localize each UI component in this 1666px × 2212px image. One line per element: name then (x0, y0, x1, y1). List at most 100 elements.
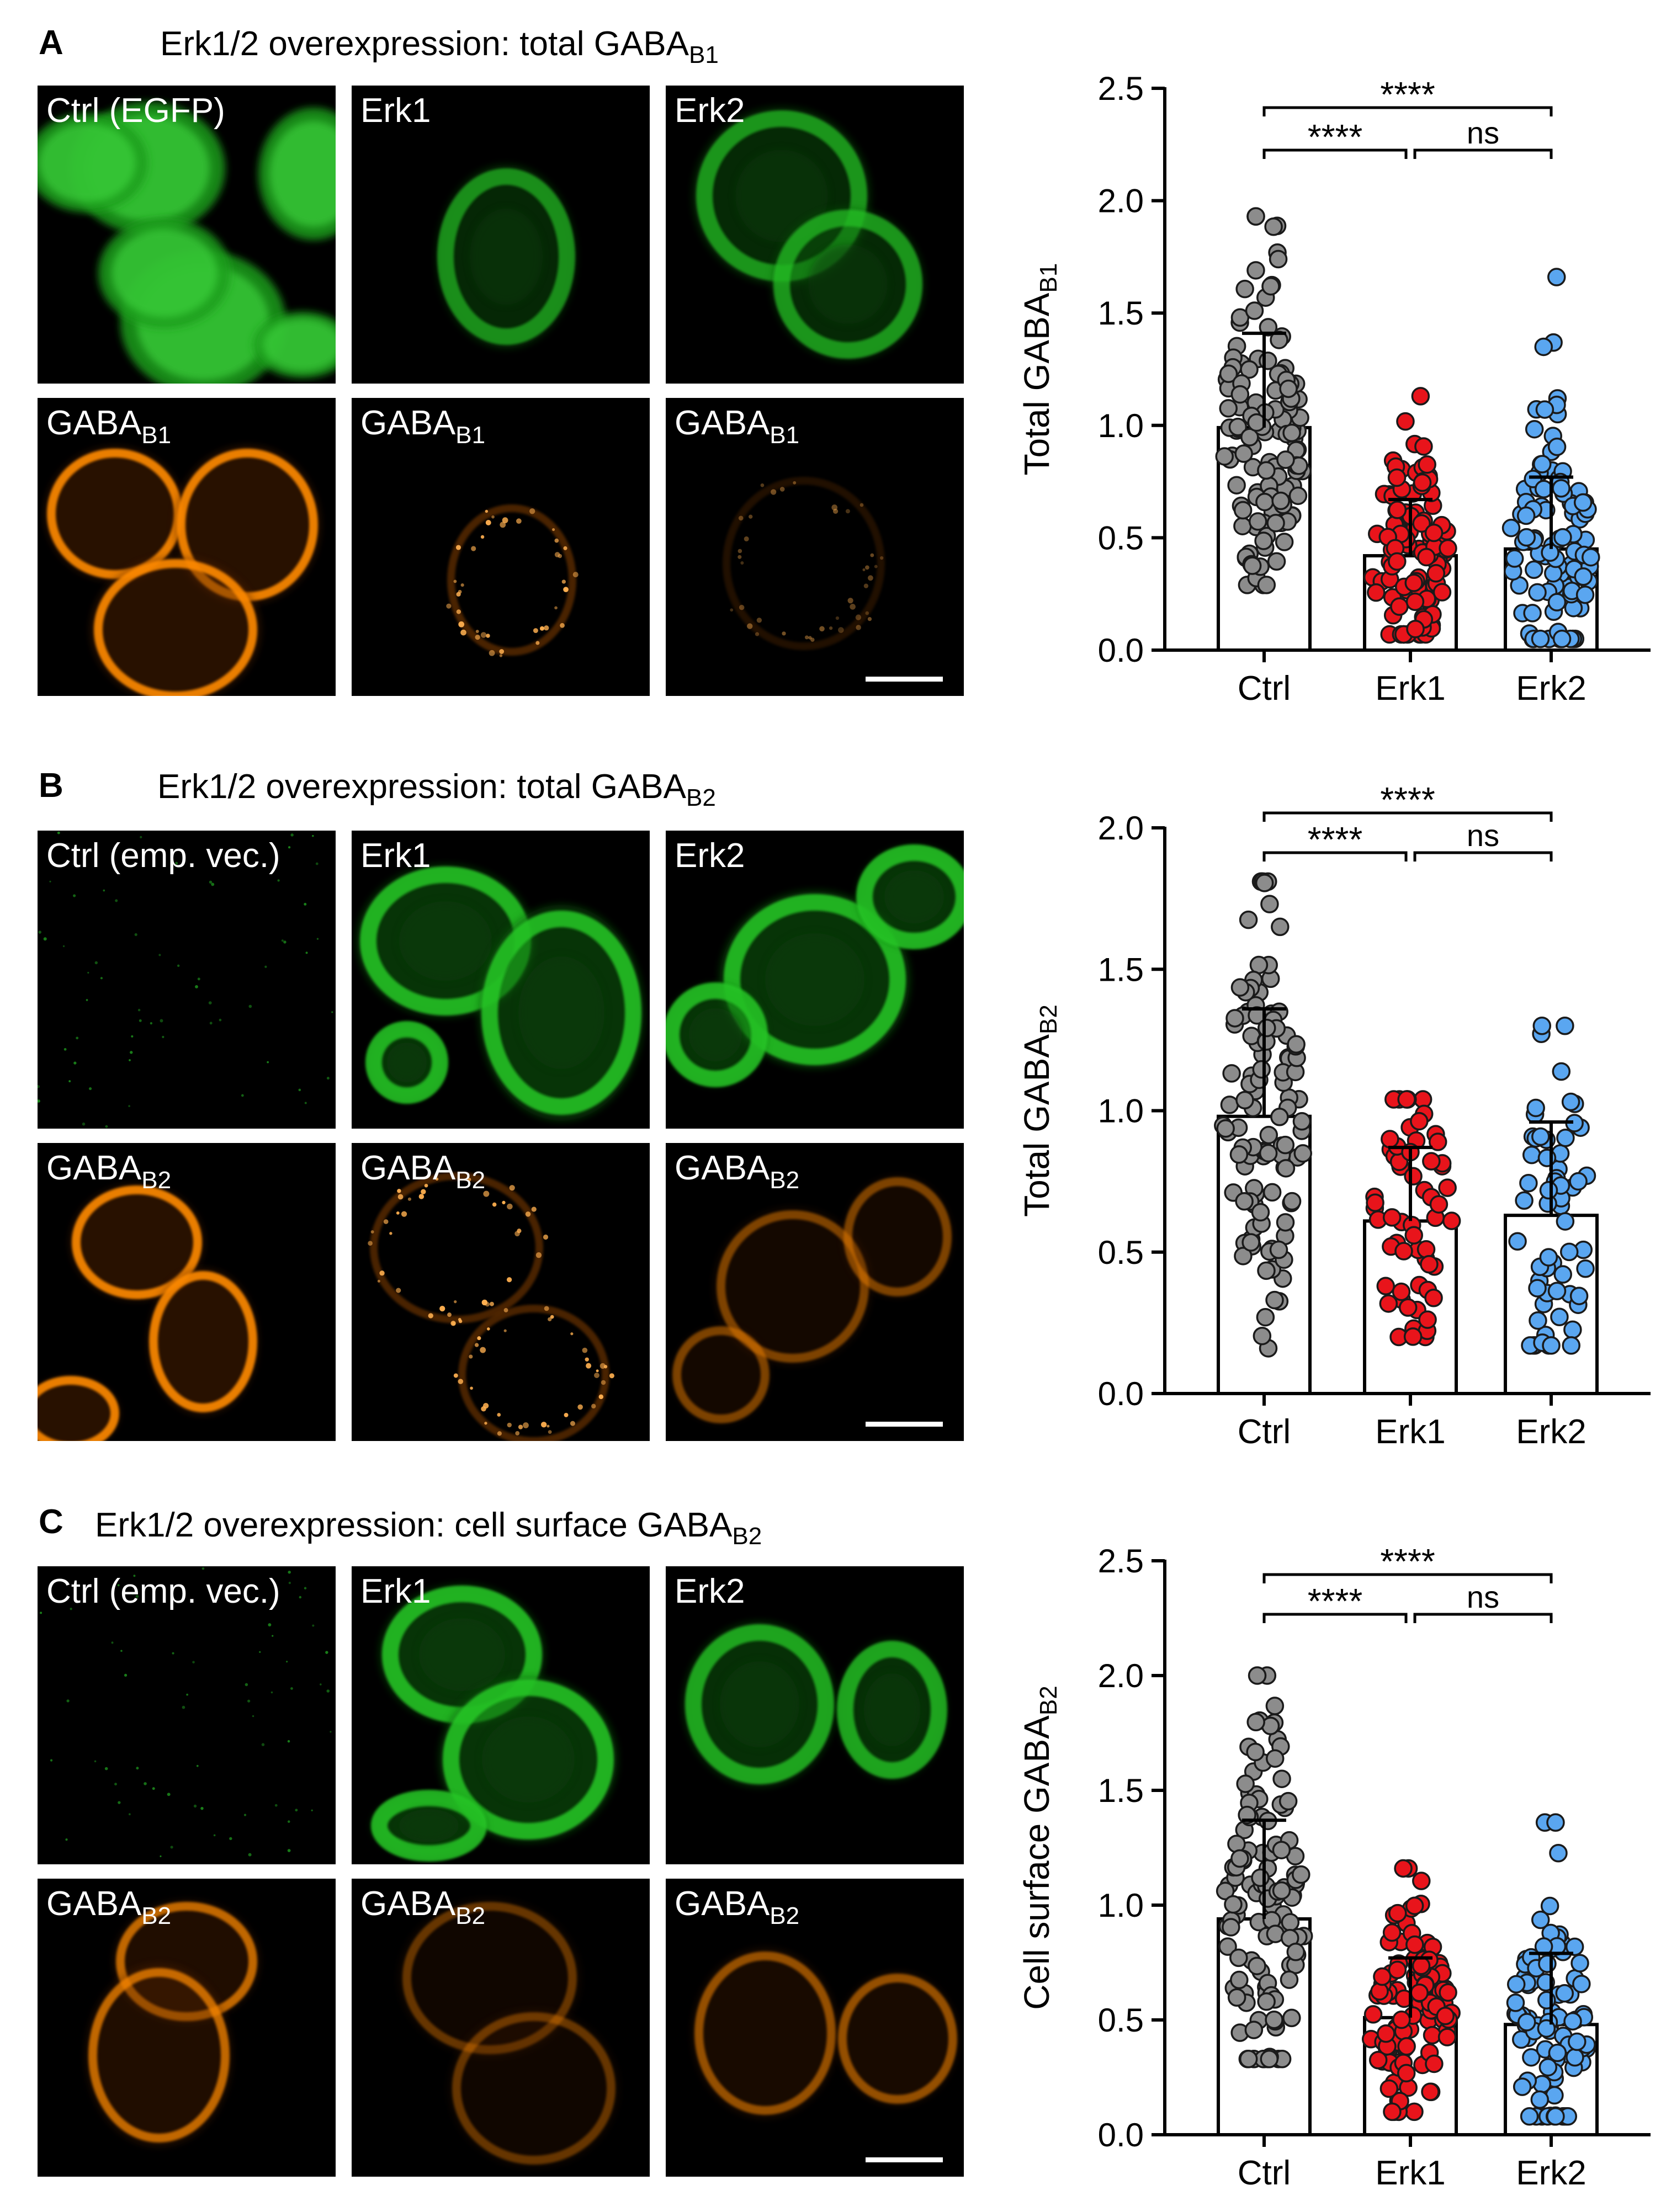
image-label: Ctrl (emp. vec.) (46, 836, 280, 875)
data-point (1568, 2032, 1587, 2051)
data-point (1531, 629, 1550, 648)
data-point (1556, 1212, 1575, 1231)
data-point (1519, 1174, 1538, 1193)
data-point (1271, 491, 1290, 511)
data-point (1436, 2007, 1455, 2025)
image-label: GABAB1 (675, 403, 799, 449)
data-point (1515, 1191, 1534, 1210)
data-point (1563, 1320, 1582, 1339)
data-point (1259, 1144, 1278, 1163)
significance-label: ns (1467, 818, 1499, 853)
data-point (1281, 1913, 1300, 1932)
data-point (1373, 1967, 1392, 1986)
data-point (1219, 364, 1238, 383)
image-c-erk2-green: Erk2 (666, 1566, 964, 1864)
data-point (1426, 564, 1446, 583)
significance-bracket (1262, 1613, 1408, 1623)
y-tick-label: 1.5 (1098, 295, 1144, 332)
data-point (1222, 1918, 1240, 1937)
data-point (1576, 1259, 1595, 1278)
data-point (1428, 1132, 1447, 1151)
y-tick-label: 2.5 (1098, 1543, 1144, 1580)
image-label: Erk1 (360, 836, 431, 875)
significance-label: **** (1308, 820, 1363, 859)
panel-letter-c: C (39, 1503, 63, 1541)
y-tick-label: 2.5 (1098, 70, 1144, 107)
data-point (1566, 2048, 1584, 2067)
image-label-text: Erk2 (675, 1572, 745, 1610)
data-point (1506, 1975, 1526, 1994)
data-point (1292, 1865, 1310, 1884)
micrograph (38, 1143, 336, 1441)
image-a-erk1-orange: GABAB1 (352, 398, 650, 696)
image-label: GABAB2 (360, 1884, 485, 1930)
micrograph (352, 1879, 650, 2177)
data-point (1555, 1984, 1574, 2003)
data-point (1220, 1096, 1239, 1114)
image-c-erk1-orange: GABAB2 (352, 1879, 650, 2177)
data-point (1529, 1311, 1547, 1330)
image-label: Erk1 (360, 1572, 431, 1611)
data-point (1216, 1119, 1235, 1138)
significance-bracket (1262, 148, 1408, 159)
data-point (1248, 1956, 1266, 1975)
data-point (1569, 1172, 1588, 1191)
image-c-ctrl-orange: GABAB2 (38, 1879, 336, 2177)
data-point (1241, 1233, 1260, 1252)
panel-title-c-sub: B2 (732, 1523, 762, 1550)
x-tick-label: Ctrl (1238, 1413, 1291, 1451)
data-point (1538, 1954, 1557, 1974)
data-point (1218, 1937, 1237, 1956)
data-point (1534, 337, 1553, 357)
image-b-erk2-orange: GABAB2 (666, 1143, 964, 1441)
data-point (1262, 1183, 1282, 1202)
data-point (1235, 1192, 1254, 1211)
panel-title-c: Erk1/2 overexpression: cell surface GABA… (95, 1506, 762, 1550)
data-point (1410, 1112, 1429, 1131)
y-axis-label: Cell surface GABAB2 (1017, 1685, 1062, 2009)
data-point (1405, 1935, 1424, 1954)
data-point (1526, 1098, 1545, 1118)
image-label-text: Erk1 (360, 837, 431, 875)
data-point (1224, 1895, 1243, 1914)
significance-bracket (1262, 851, 1408, 862)
data-point (1257, 1992, 1276, 2011)
panel-title-b: Erk1/2 overexpression: total GABAB2 (157, 767, 716, 812)
micrograph (38, 1879, 336, 2177)
data-point (1513, 2077, 1532, 2096)
data-point (1516, 506, 1536, 525)
y-tick-label: 2.0 (1098, 183, 1144, 220)
image-label: GABAB1 (360, 403, 485, 449)
data-point (1405, 1896, 1424, 1916)
significance-label: ns (1467, 115, 1499, 150)
data-point (1248, 512, 1267, 531)
image-label: GABAB2 (675, 1884, 799, 1930)
micrograph (352, 86, 650, 384)
data-point (1388, 1903, 1407, 1923)
data-point (1269, 1240, 1288, 1259)
data-point (1246, 1742, 1265, 1762)
data-point (1257, 1261, 1276, 1280)
data-point (1517, 528, 1536, 547)
data-point (1397, 1090, 1416, 1109)
data-point (1539, 1248, 1558, 1267)
data-point (1531, 1127, 1550, 1146)
data-point (1264, 217, 1283, 236)
image-a-erk2-green: Erk2 (666, 86, 964, 384)
image-label: GABAB2 (46, 1884, 171, 1930)
scale-bar (866, 1422, 943, 1427)
data-point (1248, 1666, 1267, 1685)
image-b-erk2-green: Erk2 (666, 831, 964, 1129)
data-point (1418, 1310, 1437, 1329)
panel-title-b-text: Erk1/2 overexpression: total GABA (157, 768, 687, 806)
image-b-erk1-orange: GABAB2 (352, 1143, 650, 1441)
data-point (1383, 2102, 1402, 2121)
data-point (1276, 1135, 1295, 1155)
data-point (1417, 547, 1436, 567)
data-point (1367, 583, 1386, 602)
image-label-text: Erk1 (360, 1572, 431, 1610)
data-point (1257, 576, 1276, 594)
micrograph (666, 398, 964, 696)
significance-bracket (1413, 1613, 1553, 1623)
data-point (1420, 1255, 1439, 1274)
